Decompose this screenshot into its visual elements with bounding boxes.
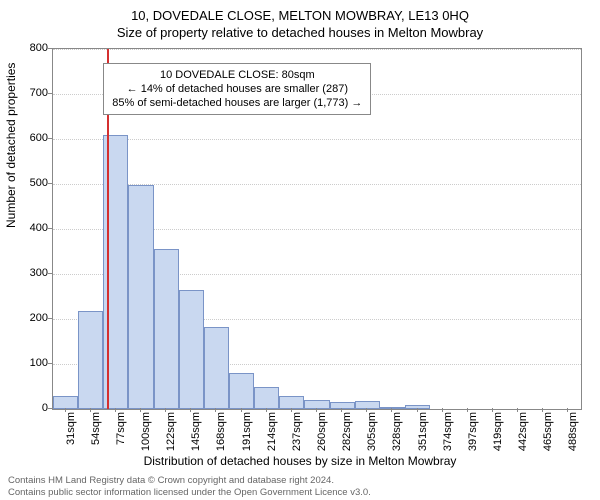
footer-line-1: Contains HM Land Registry data © Crown c… <box>8 475 371 486</box>
y-tick-mark <box>48 318 52 319</box>
annotation-box: 10 DOVEDALE CLOSE: 80sqm← 14% of detache… <box>103 63 371 116</box>
y-tick-label: 500 <box>8 177 48 189</box>
x-tick-label: 374sqm <box>442 412 454 452</box>
y-tick-label: 200 <box>8 312 48 324</box>
x-tick-label: 77sqm <box>115 412 127 452</box>
x-tick-label: 351sqm <box>417 412 429 452</box>
histogram-bar <box>229 373 254 409</box>
x-tick-label: 282sqm <box>341 412 353 452</box>
x-tick-label: 260sqm <box>316 412 328 452</box>
x-tick-label: 442sqm <box>517 412 529 452</box>
x-tick-label: 145sqm <box>190 412 202 452</box>
chart-title-sub: Size of property relative to detached ho… <box>0 23 600 40</box>
y-tick-label: 400 <box>8 222 48 234</box>
annotation-line: ← 14% of detached houses are smaller (28… <box>112 82 362 96</box>
x-tick-label: 54sqm <box>90 412 102 452</box>
y-tick-label: 700 <box>8 87 48 99</box>
y-tick-label: 0 <box>8 402 48 414</box>
x-tick-label: 100sqm <box>140 412 152 452</box>
y-tick-mark <box>48 228 52 229</box>
x-tick-label: 305sqm <box>366 412 378 452</box>
x-tick-label: 122sqm <box>165 412 177 452</box>
histogram-bar <box>53 396 78 410</box>
histogram-bar <box>78 311 103 409</box>
x-tick-label: 328sqm <box>391 412 403 452</box>
x-tick-label: 168sqm <box>215 412 227 452</box>
y-tick-label: 600 <box>8 132 48 144</box>
x-tick-label: 214sqm <box>266 412 278 452</box>
grid-line <box>53 139 581 140</box>
grid-line <box>53 49 581 50</box>
y-tick-label: 300 <box>8 267 48 279</box>
histogram-bar <box>254 387 279 409</box>
x-tick-label: 237sqm <box>291 412 303 452</box>
x-tick-label: 31sqm <box>65 412 77 452</box>
x-tick-label: 419sqm <box>492 412 504 452</box>
histogram-bar <box>279 396 304 410</box>
histogram-bar <box>405 405 430 410</box>
y-tick-mark <box>48 363 52 364</box>
annotation-line: 10 DOVEDALE CLOSE: 80sqm <box>112 68 362 82</box>
y-tick-mark <box>48 138 52 139</box>
y-tick-mark <box>48 408 52 409</box>
x-tick-label: 488sqm <box>567 412 579 452</box>
x-tick-label: 465sqm <box>542 412 554 452</box>
x-tick-label: 191sqm <box>241 412 253 452</box>
x-tick-label: 397sqm <box>467 412 479 452</box>
chart-title-main: 10, DOVEDALE CLOSE, MELTON MOWBRAY, LE13… <box>0 0 600 23</box>
footer-line-2: Contains public sector information licen… <box>8 487 371 498</box>
annotation-line: 85% of semi-detached houses are larger (… <box>112 96 362 110</box>
y-tick-label: 100 <box>8 357 48 369</box>
y-tick-mark <box>48 183 52 184</box>
histogram-bar <box>128 185 153 409</box>
footer-attribution: Contains HM Land Registry data © Crown c… <box>8 475 371 498</box>
y-tick-label: 800 <box>8 42 48 54</box>
histogram-bar <box>179 290 204 409</box>
x-axis-label: Distribution of detached houses by size … <box>0 454 600 468</box>
chart-container: 10, DOVEDALE CLOSE, MELTON MOWBRAY, LE13… <box>0 0 600 500</box>
y-tick-mark <box>48 273 52 274</box>
plot-area: 10 DOVEDALE CLOSE: 80sqm← 14% of detache… <box>52 48 582 410</box>
histogram-bar <box>204 327 229 409</box>
histogram-bar <box>154 249 179 409</box>
y-tick-mark <box>48 93 52 94</box>
y-tick-mark <box>48 48 52 49</box>
